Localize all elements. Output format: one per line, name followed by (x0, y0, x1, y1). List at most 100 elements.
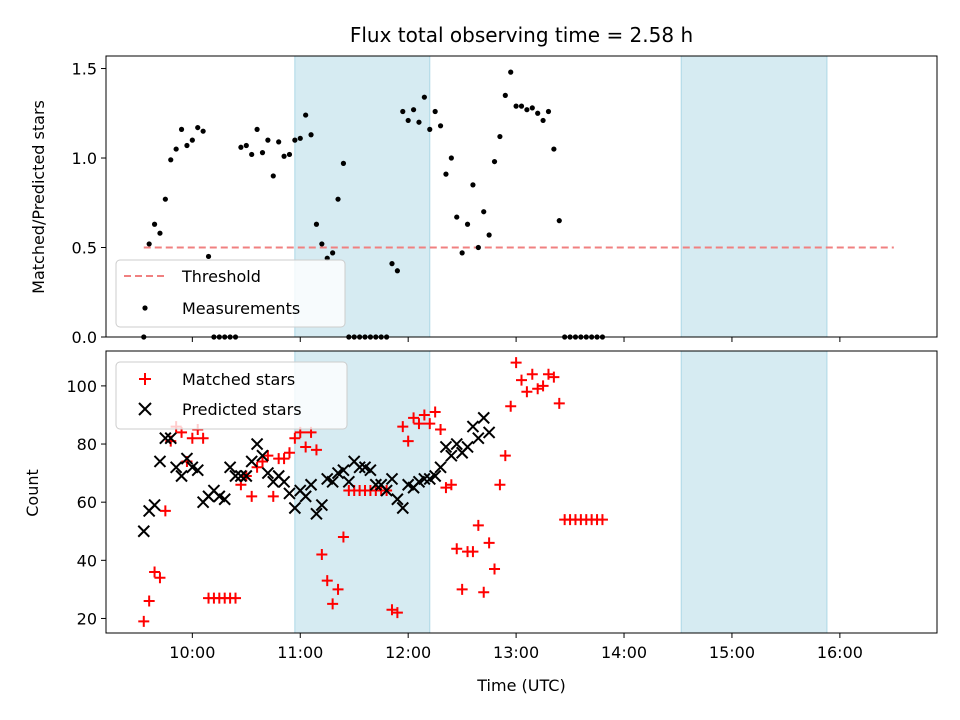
matched-star-point (478, 586, 490, 598)
predicted-star-point (137, 525, 150, 538)
measurement-point (529, 105, 535, 111)
predicted-star-point (218, 493, 231, 506)
predicted-star-point (304, 478, 318, 491)
matched-star-point (429, 406, 441, 418)
matched-star-point (408, 412, 420, 424)
measurement-point (508, 69, 514, 75)
x-tick-label: 14:00 (601, 643, 647, 662)
measurement-point (265, 137, 271, 143)
predicted-star-point (240, 469, 253, 483)
matched-star-point (494, 479, 506, 491)
predicted-star-point (428, 469, 442, 483)
measurement-point (475, 244, 481, 251)
matched-star-point (138, 615, 150, 627)
x-tick-label: 16:00 (817, 643, 863, 662)
top-y-tick-label: 0.0 (72, 328, 97, 347)
measurement-point (303, 112, 309, 118)
bottom-legend: Matched stars Predicted stars (115, 361, 348, 430)
measurement-point (330, 250, 336, 256)
predicted-star-point (169, 461, 183, 474)
measurement-point (189, 137, 195, 143)
measurement-point (448, 155, 454, 161)
predicted-star-point (175, 469, 188, 483)
legend-predicted-label: Predicted stars (182, 400, 302, 419)
bottom-y-tick-label: 60 (77, 493, 97, 512)
bottom-panel: 20 40 60 80 100 10:00 11:00 12:00 13:00 14:00 15:… (23, 350, 938, 695)
predicted-star-point (159, 432, 172, 445)
measurement-point (481, 209, 487, 215)
chart-title: Flux total observing time = 2.58 h (350, 23, 693, 47)
measurement-point (292, 137, 298, 143)
measurement-point (184, 142, 190, 149)
predicted-star-point (434, 461, 447, 474)
measurement-point (340, 160, 347, 166)
measurement-point (518, 103, 525, 109)
predicted-star-point (482, 426, 496, 439)
predicted-star-point (283, 487, 296, 500)
matched-star-point (310, 444, 322, 456)
predicted-star-point (450, 437, 463, 451)
matched-star-point (278, 453, 290, 465)
predicted-star-point (315, 498, 329, 512)
measurement-point (497, 133, 503, 140)
predicted-star-point (153, 455, 167, 468)
measurement-point (389, 261, 395, 267)
matched-star-point (289, 432, 301, 444)
matched-star-point (256, 455, 268, 467)
matched-star-point (521, 386, 533, 398)
measurement-point (470, 182, 476, 188)
predicted-star-point (245, 455, 258, 468)
measurement-point (405, 117, 411, 124)
predicted-star-points (137, 411, 496, 538)
x-tick-label: 11:00 (277, 643, 323, 662)
x-tick-label: 13:00 (493, 643, 539, 662)
bottom-y-tick-label: 80 (77, 435, 97, 454)
matched-star-point (262, 450, 274, 462)
predicted-star-point (391, 493, 404, 506)
matched-star-point (397, 421, 409, 433)
predicted-star-point (326, 475, 339, 489)
matched-star-point (332, 583, 344, 595)
x-axis-label: Time (UTC) (476, 676, 565, 695)
predicted-star-point (364, 463, 377, 477)
measurement-point (297, 135, 303, 141)
predicted-star-point (477, 411, 490, 425)
bottom-x-ticks: 10:00 11:00 12:00 13:00 14:00 15:00 16:00 (169, 633, 863, 662)
measurement-point (313, 221, 320, 227)
matched-star-point (327, 598, 339, 610)
top-plot-frame (105, 55, 938, 338)
predicted-star-point (229, 469, 242, 483)
legend-threshold-label: Threshold (181, 267, 261, 286)
top-shaded-interval-1 (680, 55, 828, 338)
measurement-point (437, 123, 444, 129)
bottom-shaded-intervals (294, 350, 828, 634)
matched-star-point (154, 572, 166, 584)
measurement-point (443, 171, 449, 177)
predicted-star-point (277, 475, 291, 489)
measurement-point (173, 146, 179, 152)
measurement-point (416, 119, 422, 125)
measurement-point (243, 142, 249, 149)
matched-star-point (267, 490, 279, 502)
predicted-star-point (385, 472, 399, 486)
matched-star-point (337, 531, 349, 543)
matched-star-point (548, 371, 560, 383)
predicted-star-point (234, 469, 248, 483)
matched-star-point (251, 461, 263, 473)
measurement-point (286, 151, 293, 158)
matched-star-point (402, 435, 414, 447)
top-y-tick-label: 1.5 (72, 60, 97, 79)
top-y-tick-label: 1.0 (72, 149, 97, 168)
predicted-star-point (439, 440, 453, 454)
matched-star-point (300, 441, 312, 453)
top-legend: Threshold Measurements (115, 259, 346, 328)
matched-star-point (316, 549, 328, 561)
bottom-y-tick-label: 100 (66, 377, 97, 396)
measurement-point (464, 221, 471, 227)
measurement-point (556, 218, 562, 224)
top-y-ticks: 0.0 0.5 1.0 1.5 (72, 60, 106, 347)
measurement-point (195, 124, 201, 131)
measurement-point (491, 158, 498, 165)
legend-measurements-label: Measurements (182, 299, 300, 318)
measurement-point (276, 139, 282, 145)
